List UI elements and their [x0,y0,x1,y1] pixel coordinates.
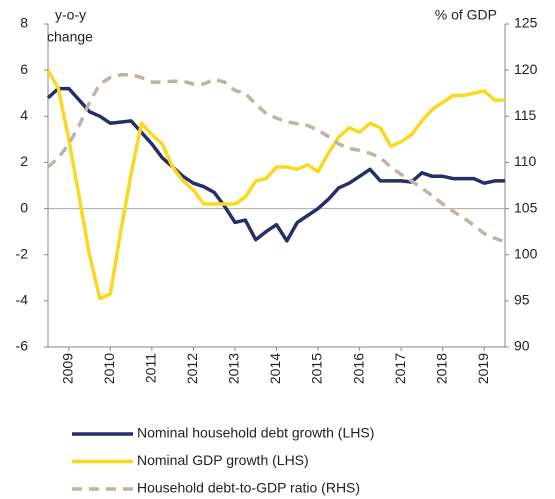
y-tick-label: -2 [16,245,29,261]
x-tick-label: 2009 [59,353,75,384]
x-tick-label: 2012 [184,353,200,384]
x-tick-label: 2017 [392,353,408,384]
y2-tick-label: 120 [514,61,538,77]
x-tick-label: 2018 [433,353,449,384]
legend-label: Nominal household debt growth (LHS) [137,425,374,441]
series-line [46,73,506,244]
x-tick-label: 2014 [267,353,283,384]
legend-label: Nominal GDP growth (LHS) [137,452,309,468]
y-tick-label: 2 [20,153,28,169]
y2-tick-label: 125 [514,15,538,31]
y2-tick-label: 110 [514,153,537,169]
series-line [46,86,505,243]
y-tick-label: -4 [16,292,29,308]
y2-tick-label: 95 [514,292,530,308]
y-tick-label: 4 [20,107,28,123]
y2-tick-label: 105 [514,199,538,215]
y-label-line: y-o-y [55,7,86,23]
y-tick-label: 0 [20,199,28,215]
x-tick-label: 2011 [143,353,159,383]
y-tick-label: -6 [16,338,29,354]
x-tick-label: 2013 [226,353,242,384]
y2-tick-label: 115 [514,107,537,123]
x-tick-label: 2010 [101,353,117,384]
x-tick-label: 2015 [309,353,325,384]
x-tick-label: 2019 [475,353,491,384]
y2-tick-label: 90 [514,338,530,354]
y2-label: % of GDP [435,7,497,23]
y-tick-label: 8 [20,15,28,31]
x-tick-label: 2016 [350,353,366,384]
y2-tick-label: 100 [514,245,538,261]
legend-label: Household debt-to-GDP ratio (RHS) [137,480,360,496]
y-label-line: change [47,29,93,45]
y-tick-label: 6 [20,61,28,77]
series-line [46,69,505,301]
